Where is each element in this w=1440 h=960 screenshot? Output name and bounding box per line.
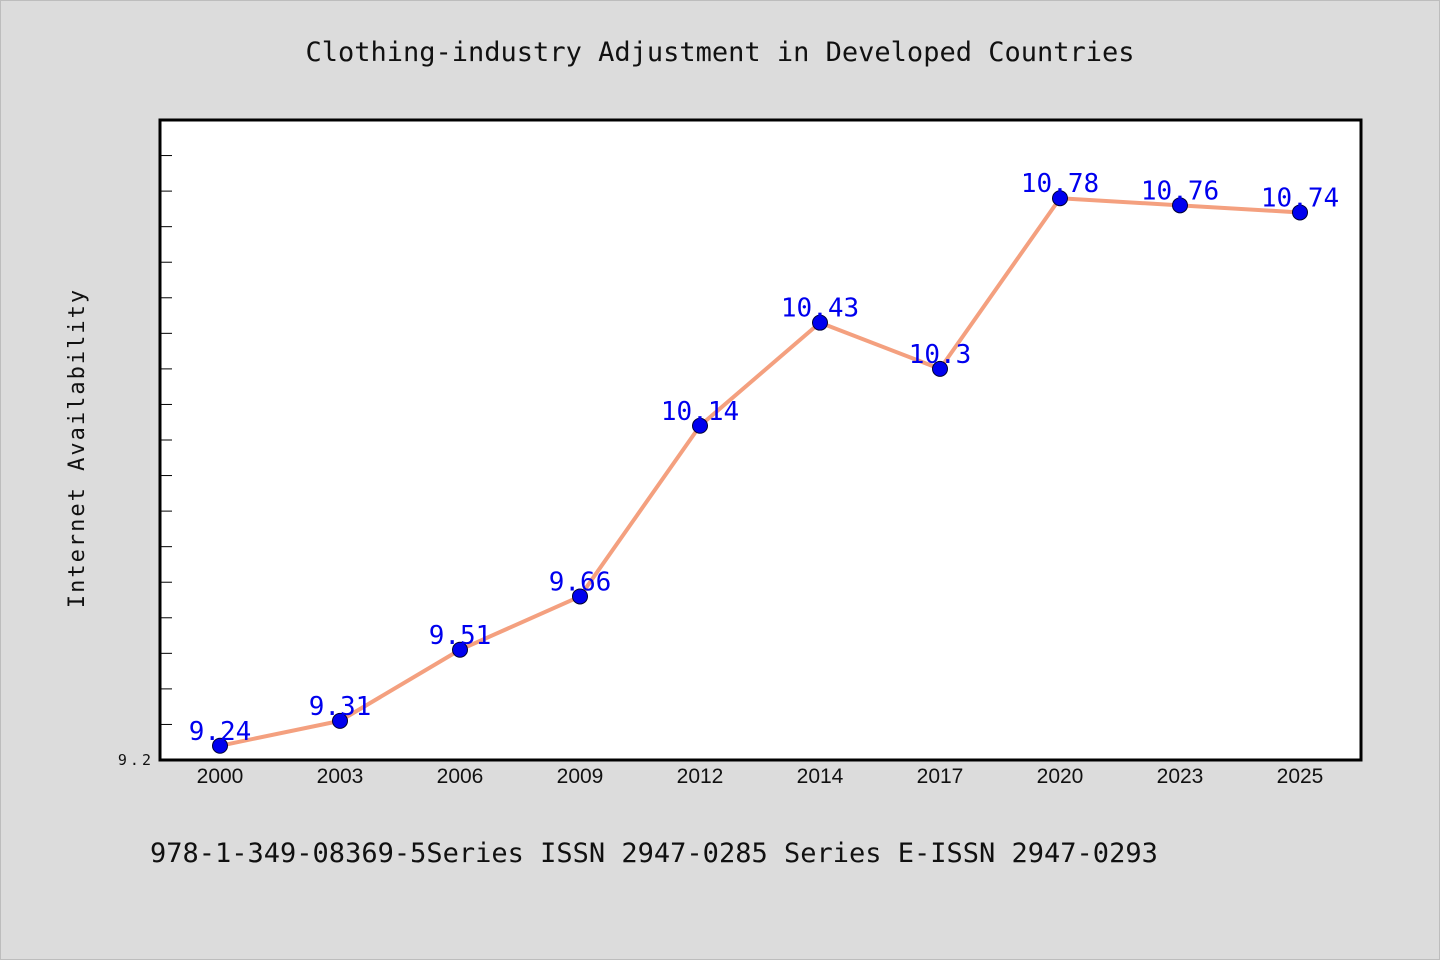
x-tick-label: 2014 [797,765,844,788]
x-tick-label: 2012 [677,765,724,788]
data-label: 10.78 [1021,169,1099,199]
chart-title: Clothing-industry Adjustment in Develope… [305,37,1134,68]
x-axis-ticks: 2000 2003 2006 2009 2012 2014 2017 2020 2023 2025 [197,765,1324,788]
footer-isbn-issn: 978-1-349-08369-5Series ISSN 2947-0285 S… [150,838,1158,869]
data-label: 9.66 [549,567,612,597]
data-label: 10.74 [1261,183,1339,213]
data-point-marker [1292,204,1308,221]
x-tick-label: 2017 [917,765,964,788]
series-line [218,196,1302,748]
data-point-marker [1052,190,1068,207]
data-point-marker [212,737,228,754]
x-tick-label: 2020 [1037,765,1084,788]
data-point-marker [932,360,948,377]
series-group: 9.24 9.31 9.51 9.66 10.14 10.43 10.3 10.78 10.76… [189,169,1339,754]
y-axis-label: Internet Availability [65,288,90,608]
data-point-marker [1172,197,1188,214]
data-point-marker [332,712,348,729]
data-point-marker [812,314,828,331]
data-point-marker [692,417,708,434]
plot-area [158,118,1363,762]
x-tick-label: 2003 [317,765,364,788]
data-point-marker [452,641,468,658]
x-tick-label: 2025 [1277,765,1324,788]
data-label: 9.31 [309,692,372,722]
y-axis-ticks: 9.2 [118,155,172,769]
data-point-marker [572,588,588,605]
x-tick-label: 2023 [1157,765,1204,788]
x-tick-label: 2009 [557,765,604,788]
data-label: 9.24 [189,717,252,747]
y-tick-label: 9.2 [118,751,154,769]
data-label: 10.76 [1141,176,1219,206]
data-label: 10.3 [909,340,972,370]
data-label: 10.43 [781,294,859,324]
data-label: 10.14 [661,397,739,427]
data-label: 9.51 [429,621,492,651]
x-tick-label: 2006 [437,765,484,788]
x-tick-label: 2000 [197,765,244,788]
